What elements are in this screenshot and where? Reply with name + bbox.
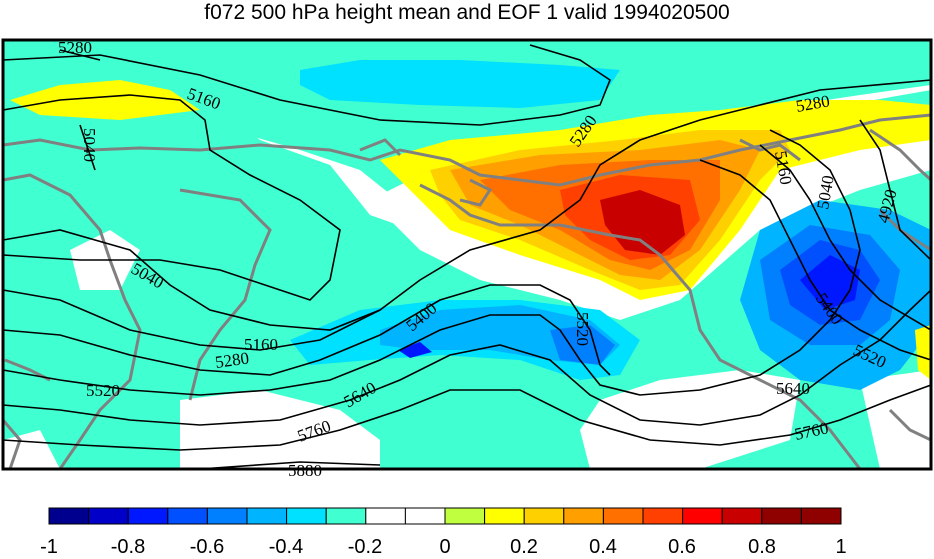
colorbar-swatch (642, 507, 684, 525)
colorbar-tick-label: -0.2 (347, 536, 383, 558)
colorbar-swatch (48, 507, 90, 525)
eof-positive-east-edge (915, 325, 931, 380)
contour-label: 5280 (214, 348, 250, 372)
colorbar-swatch (800, 507, 842, 525)
colorbar-swatch (246, 507, 288, 525)
colorbar-swatch (286, 507, 327, 525)
colorbar-swatch (365, 507, 406, 525)
contour-label: 5280 (58, 38, 92, 57)
colorbar-swatch (761, 507, 802, 525)
eof-negative-south-core (398, 342, 432, 358)
colorbar-tick-label: 0.8 (748, 536, 776, 558)
height-contours (3, 44, 931, 469)
eof-white-southeast (860, 370, 931, 469)
contour-label: 5040 (80, 128, 99, 162)
colorbar-swatch (523, 507, 565, 525)
colorbar-swatch (602, 507, 644, 525)
contour-label: 5520 (86, 381, 120, 400)
eof-cyan-north (3, 40, 931, 235)
colorbar-swatch (563, 507, 604, 525)
colorbar-tick-label: 0.6 (668, 536, 696, 558)
eof-white-sw-corner (3, 430, 60, 469)
colorbar-swatch (404, 507, 446, 525)
contour-label: 5880 (288, 461, 322, 480)
colorbar-swatch (88, 507, 129, 525)
colorbar-tick-label: 0 (439, 536, 451, 558)
colorbar-tick-label: 0.4 (589, 536, 617, 558)
colorbar-swatch (325, 507, 367, 525)
colorbar-tick-label: -0.8 (110, 536, 146, 558)
eof-negative-south-inner (550, 325, 615, 365)
eof-negative-north (300, 60, 620, 108)
colorbar-swatch (484, 507, 525, 525)
colorbar-tick-label: -0.6 (189, 536, 225, 558)
contour-label: 5640 (776, 379, 810, 398)
eof-positive-core (600, 190, 685, 255)
colorbar-swatch (444, 507, 486, 525)
colorbar-tick-label: 0.2 (510, 536, 538, 558)
eof-shading (3, 40, 931, 469)
colorbar-swatch (721, 507, 763, 525)
coastlines (3, 113, 931, 469)
colorbar-swatch (167, 507, 208, 525)
contour-label: 5520 (573, 312, 592, 346)
map-frame (1, 38, 933, 471)
colorbar-swatch (682, 507, 723, 525)
eof-positive-northwest (10, 80, 200, 120)
colorbar-swatch (127, 507, 169, 525)
colorbar-tick-label: -1 (40, 536, 58, 558)
map-title: f072 500 hPa height mean and EOF 1 valid… (204, 1, 730, 24)
eof-white-southwest (180, 390, 380, 469)
contour-label: 5160 (244, 335, 278, 354)
colorbar-tick-label: -0.4 (268, 536, 304, 558)
colorbar-swatch (206, 507, 248, 525)
colorbar (48, 507, 842, 525)
eof-white-south (580, 370, 800, 469)
colorbar-tick-label: 1 (835, 536, 847, 558)
